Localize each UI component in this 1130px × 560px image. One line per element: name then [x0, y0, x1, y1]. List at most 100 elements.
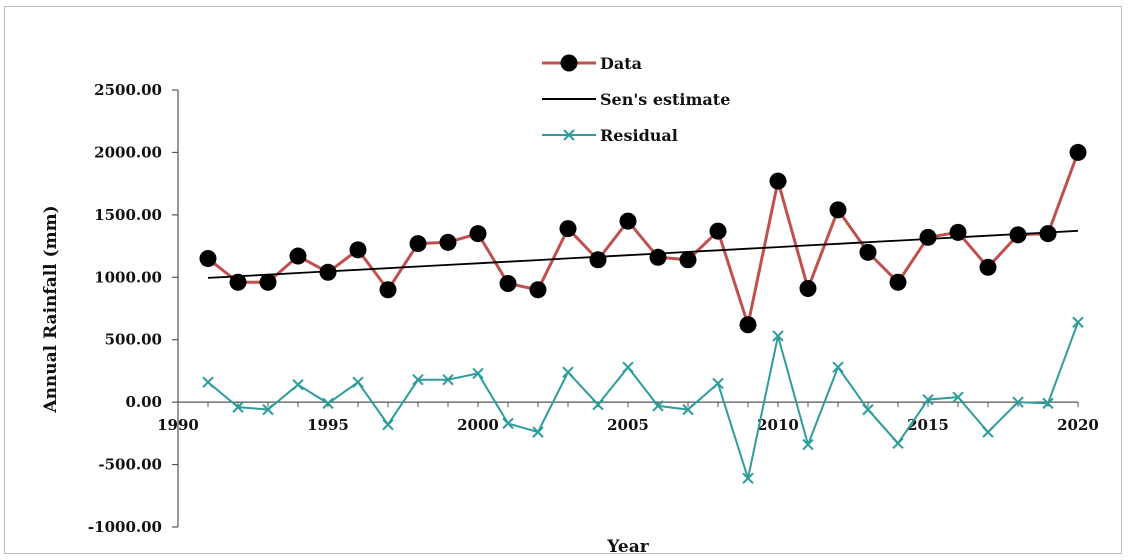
data-point [469, 225, 487, 243]
residual-marker-stroke [712, 377, 724, 390]
data-point [619, 212, 637, 230]
residual-point [802, 438, 814, 451]
data-point [1039, 225, 1057, 243]
residual-marker-stroke [262, 403, 274, 416]
y-tick-label: 1500.00 [94, 206, 162, 224]
residual-point [742, 472, 754, 485]
data-point [409, 235, 427, 253]
data-point [559, 220, 577, 238]
axes: -1000.00 -500.00 0.00 500.00 1000.00 1500.00 2… [88, 81, 1099, 536]
legend-marker [560, 54, 578, 72]
legend-label: Residual [600, 126, 678, 145]
residual-point [472, 367, 484, 380]
residual-marker-stroke [292, 378, 304, 391]
data-point [1069, 143, 1087, 161]
data-point [949, 223, 967, 241]
residual-point [982, 426, 994, 438]
residual-marker-stroke [472, 367, 484, 380]
y-tick-label: 500.00 [105, 331, 162, 349]
residual-point [202, 376, 214, 388]
data-point [649, 248, 667, 266]
data-point [919, 228, 937, 246]
residual-point [772, 330, 784, 342]
residual-point [652, 400, 664, 412]
data-point [889, 273, 907, 291]
x-tick-label: 2015 [907, 416, 949, 434]
residual-point [1012, 396, 1024, 408]
residual-marker-stroke [232, 401, 244, 413]
data-point [859, 243, 877, 261]
x-tick-label: 1990 [157, 416, 199, 434]
residual-marker-stroke [352, 376, 364, 388]
data-point [589, 251, 607, 269]
legend: Data Sen's estimate Residual [542, 54, 730, 145]
residual-marker-stroke [922, 393, 934, 406]
residual-marker-stroke [982, 426, 994, 438]
legend-entry-residual: Residual [542, 126, 678, 145]
residual-marker-stroke [652, 400, 664, 412]
data-point [829, 201, 847, 219]
residual-point [382, 418, 394, 431]
data-point [709, 222, 727, 240]
data-point [1009, 226, 1027, 244]
residual-marker-stroke [742, 472, 754, 485]
residual-point [682, 403, 694, 416]
x-tick-label: 2005 [607, 416, 649, 434]
residual-marker-stroke [1012, 396, 1024, 408]
residual-point [412, 373, 424, 386]
residual-marker-stroke [892, 437, 904, 450]
data-point [679, 251, 697, 269]
data-point [799, 280, 817, 298]
series-line-residual [207, 321, 1079, 480]
y-tick-label: 2000.00 [94, 143, 162, 161]
y-tick-label: 0.00 [125, 393, 162, 411]
residual-point [952, 391, 964, 403]
residual-point [712, 377, 724, 390]
residual-point [262, 403, 274, 416]
residual-point [1072, 316, 1084, 328]
residual-point [562, 366, 574, 378]
residual-point [832, 361, 844, 373]
residual-point [622, 361, 634, 373]
residual-point [322, 397, 334, 410]
x-axis-title: Year [606, 537, 649, 557]
residual-marker-stroke [502, 417, 514, 430]
residual-point [352, 376, 364, 388]
x-tick-label: 2000 [457, 416, 499, 434]
y-tick-label: 2500.00 [94, 81, 162, 99]
residual-marker-stroke [202, 376, 214, 388]
y-axis-title: Annual Rainfall (mm) [41, 205, 61, 413]
y-tick-label: 1000.00 [94, 268, 162, 286]
data-point [229, 273, 247, 291]
chart-frame [4, 6, 1122, 554]
residual-marker-stroke [592, 398, 604, 411]
residual-marker-stroke [322, 397, 334, 410]
legend-label: Data [600, 54, 642, 73]
data-point [349, 241, 367, 259]
residual-marker-stroke [1042, 397, 1054, 410]
residual-point [922, 393, 934, 406]
residual-marker-stroke [862, 403, 874, 416]
legend-entry-data: Data [542, 54, 642, 73]
data-point [979, 258, 997, 276]
series-layer [199, 143, 1087, 485]
residual-point [232, 401, 244, 413]
x-tick-label: 2020 [1057, 416, 1099, 434]
y-tick-label: -1000.00 [88, 518, 162, 536]
x-tick-label: 2010 [757, 416, 799, 434]
x-tick-label: 1995 [307, 416, 349, 434]
data-point [289, 247, 307, 265]
data-point [439, 233, 457, 251]
data-point [199, 250, 217, 268]
residual-marker-stroke [562, 366, 574, 378]
residual-point [1042, 397, 1054, 410]
residual-marker-stroke [832, 361, 844, 373]
data-point [259, 273, 277, 291]
data-point [529, 281, 547, 299]
residual-marker-stroke [622, 361, 634, 373]
residual-point [592, 398, 604, 411]
y-tick-label: -500.00 [98, 456, 162, 474]
data-point [739, 316, 757, 334]
residual-marker-stroke [532, 426, 544, 438]
